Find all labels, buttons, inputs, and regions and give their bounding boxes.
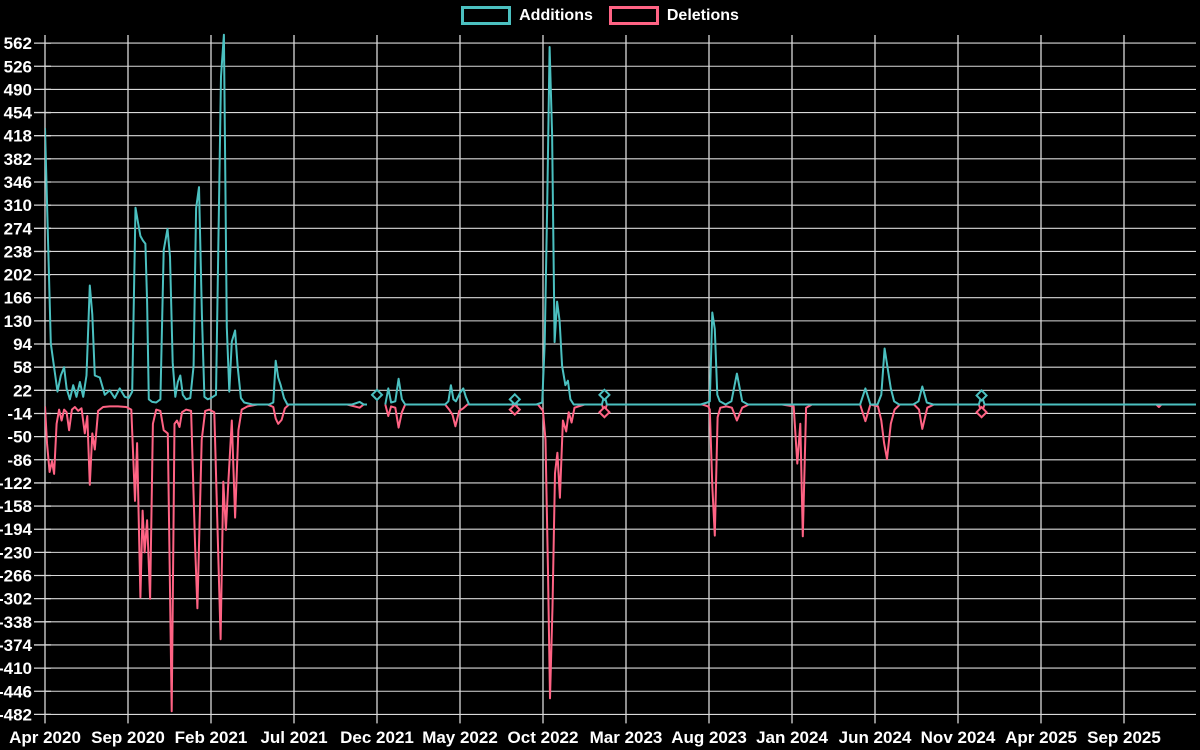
x-tick-label: Sep 2020 <box>91 728 165 747</box>
x-tick-label: Oct 2022 <box>508 728 579 747</box>
y-tick-label: -410 <box>0 659 32 678</box>
y-tick-label: -338 <box>0 613 32 632</box>
data-point-marker-deletions <box>598 405 611 419</box>
additions-legend-label: Additions <box>519 7 593 24</box>
x-tick-label: Mar 2023 <box>590 728 663 747</box>
y-tick-label: 22 <box>13 381 32 400</box>
data-point-marker-additions <box>370 388 384 402</box>
legend-item-deletions[interactable]: Deletions <box>608 6 739 25</box>
y-tick-label: -194 <box>0 520 33 539</box>
y-tick-label: 166 <box>4 289 32 308</box>
data-point-marker-additions <box>598 388 611 402</box>
y-tick-label: 310 <box>4 196 32 215</box>
chart-legend: Additions Deletions <box>0 6 1200 25</box>
y-tick-label: -86 <box>7 451 32 470</box>
x-tick-label: Apr 2025 <box>1005 728 1077 747</box>
series-line-deletions <box>384 403 1196 700</box>
y-tick-label: 454 <box>4 104 33 123</box>
x-tick-label: Apr 2020 <box>9 728 81 747</box>
y-tick-label: -158 <box>0 497 32 516</box>
x-tick-label: Nov 2024 <box>921 728 996 747</box>
y-tick-label: -50 <box>7 428 32 447</box>
y-tick-label: 238 <box>4 242 32 261</box>
y-tick-label: 58 <box>13 358 32 377</box>
x-tick-label: Dec 2021 <box>340 728 414 747</box>
y-tick-label: 526 <box>4 57 32 76</box>
x-tick-label: Aug 2023 <box>671 728 747 747</box>
y-tick-label: 490 <box>4 80 32 99</box>
y-tick-label: -302 <box>0 590 32 609</box>
y-tick-label: 202 <box>4 266 32 285</box>
legend-item-additions[interactable]: Additions <box>461 6 593 25</box>
x-tick-label: Feb 2021 <box>175 728 248 747</box>
deletions-legend-label: Deletions <box>666 7 739 24</box>
series-line-deletions <box>45 403 367 713</box>
series-line-additions <box>45 33 367 406</box>
y-tick-label: -482 <box>0 705 32 724</box>
y-tick-label: 346 <box>4 173 32 192</box>
y-tick-label: 274 <box>4 219 33 238</box>
y-tick-label: 382 <box>4 150 32 169</box>
y-tick-label: -14 <box>7 404 32 423</box>
y-tick-label: -266 <box>0 567 32 586</box>
y-tick-label: -122 <box>0 474 32 493</box>
additions-legend-swatch <box>461 6 512 25</box>
data-point-marker-deletions <box>975 405 988 419</box>
y-tick-label: 130 <box>4 312 32 331</box>
y-tick-label: 562 <box>4 34 32 53</box>
y-tick-label: -374 <box>0 636 33 655</box>
deletions-legend-swatch <box>608 6 659 25</box>
y-tick-label: 94 <box>13 335 32 354</box>
x-tick-label: Jul 2021 <box>260 728 327 747</box>
x-tick-label: Jan 2024 <box>756 728 828 747</box>
x-tick-label: Sep 2025 <box>1087 728 1161 747</box>
data-point-marker-additions <box>508 392 522 406</box>
series-line-additions <box>384 46 1196 406</box>
data-point-marker-deletions <box>508 403 522 417</box>
y-tick-label: -230 <box>0 543 32 562</box>
x-tick-label: May 2022 <box>422 728 498 747</box>
x-tick-label: Jun 2024 <box>839 728 912 747</box>
y-tick-label: -446 <box>0 682 32 701</box>
y-tick-label: 418 <box>4 127 32 146</box>
data-point-marker-additions <box>975 389 988 402</box>
